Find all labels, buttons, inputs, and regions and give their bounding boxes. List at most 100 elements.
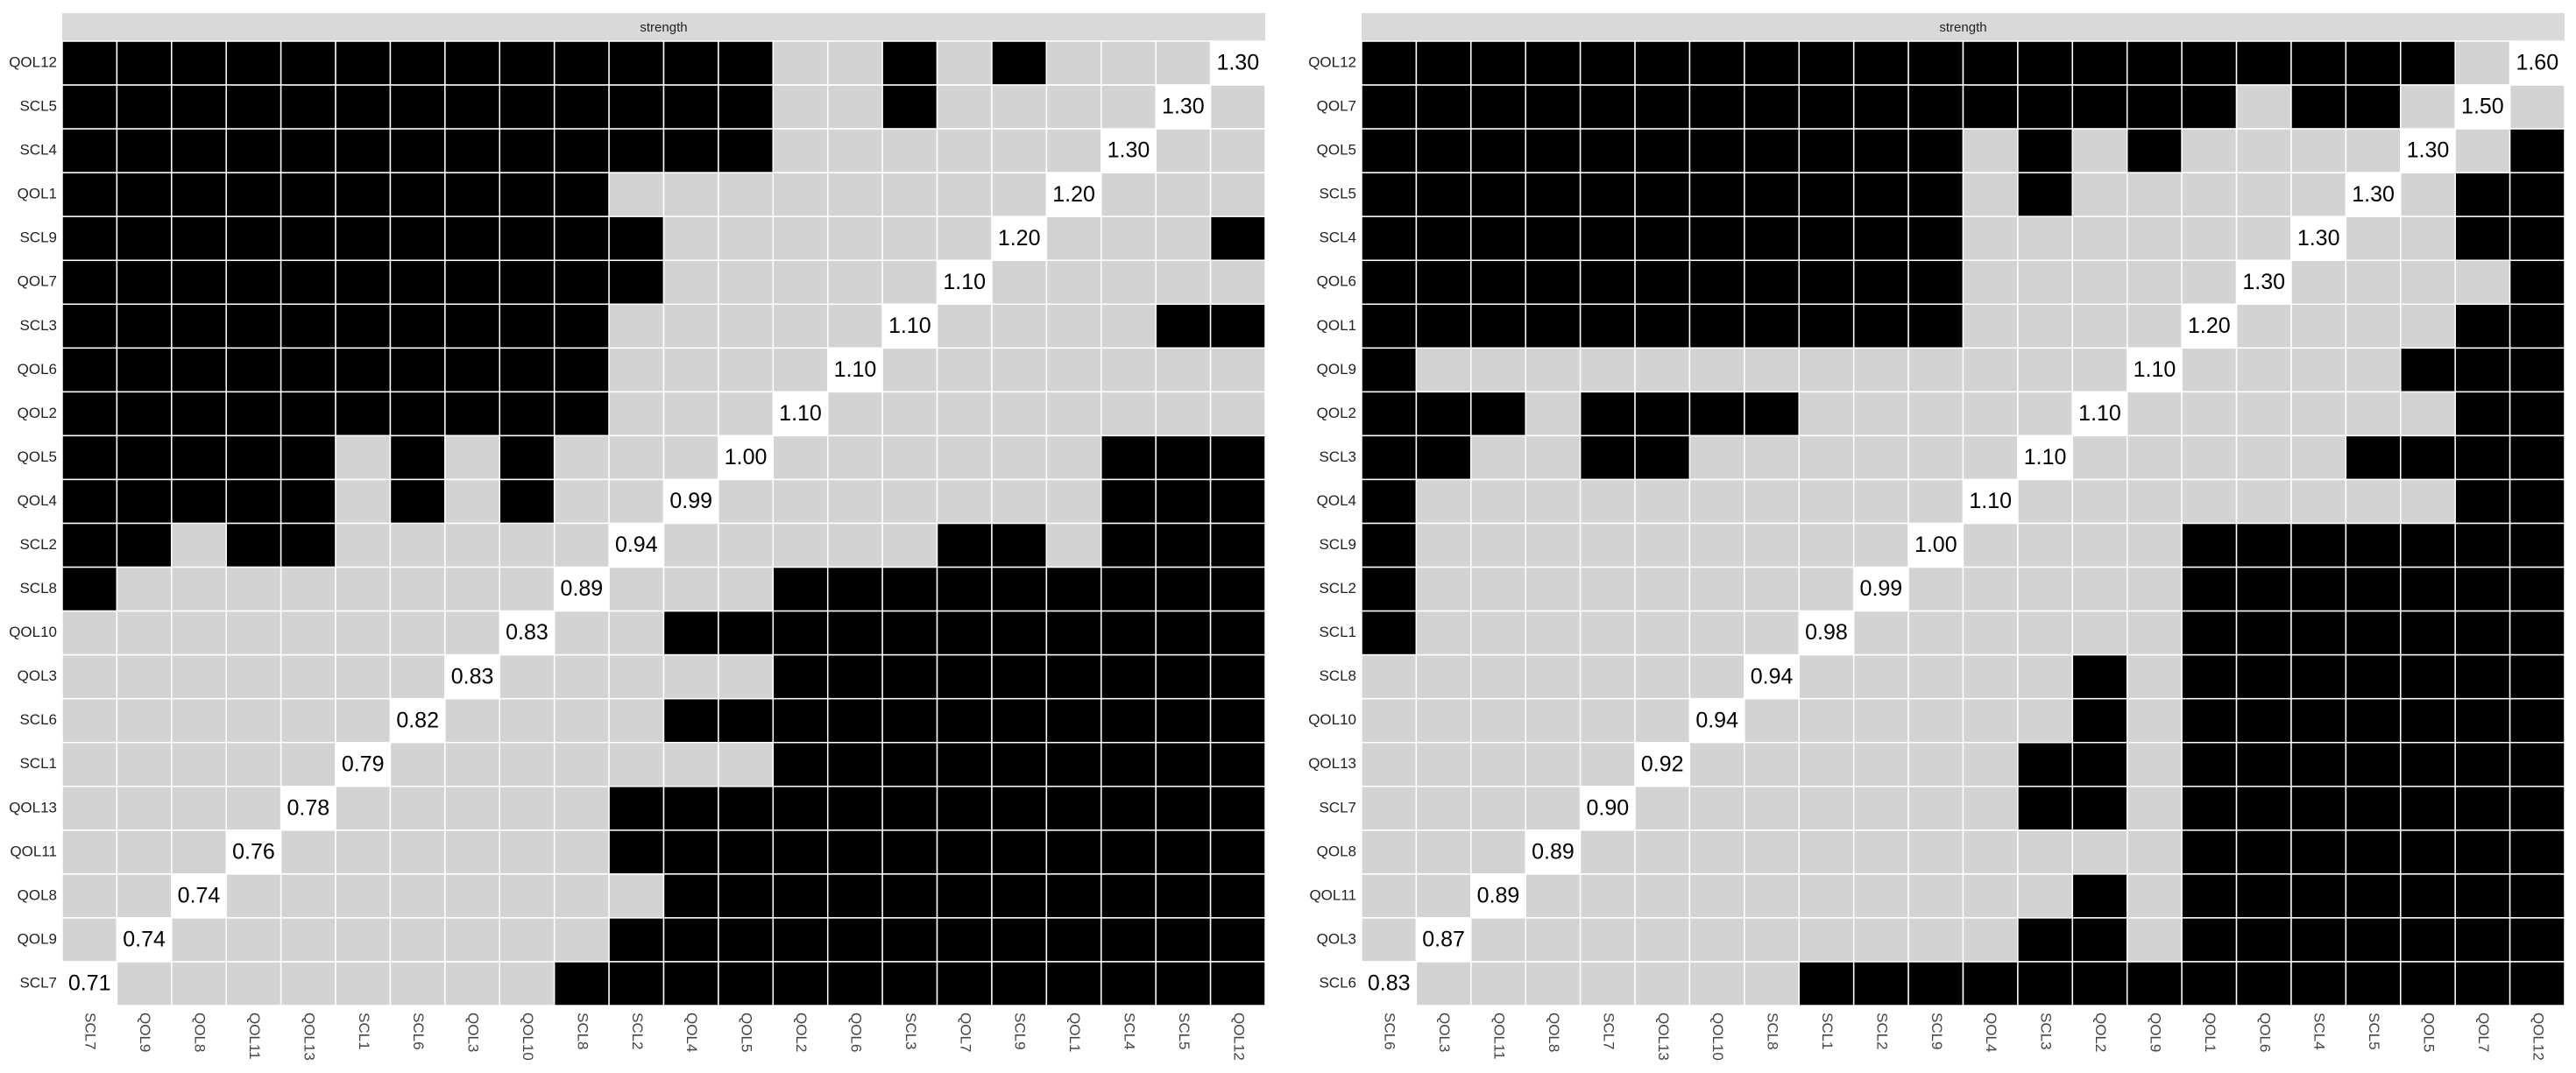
cell [1525, 697, 1582, 744]
cell [1100, 741, 1157, 787]
cell [225, 961, 282, 1006]
cell [171, 172, 227, 217]
cell [1744, 128, 1801, 173]
cell [2017, 84, 2074, 130]
cell [116, 522, 173, 568]
cell [936, 84, 993, 130]
cell [389, 653, 446, 700]
cell [718, 215, 775, 261]
diagonal-label: 1.10 [834, 357, 877, 382]
cell [1852, 697, 1909, 744]
cell [2290, 610, 2347, 656]
cell [280, 215, 336, 261]
cell [2126, 128, 2183, 173]
y-tick-label: SCL9 [1319, 536, 1356, 553]
diagonal-cell [1100, 128, 1157, 173]
diagonal-cell [1579, 786, 1636, 831]
cell [1525, 303, 1582, 349]
cell [171, 961, 227, 1006]
cell [2509, 873, 2565, 919]
cell [553, 40, 610, 86]
cell [2290, 829, 2347, 875]
cell [2454, 741, 2511, 787]
cell [1361, 40, 1418, 86]
cell [1744, 917, 1801, 963]
diagonal-label: 0.76 [232, 839, 275, 864]
cell [2017, 961, 2074, 1006]
diagonal-label: 0.71 [68, 971, 111, 996]
cell [881, 653, 938, 700]
cell [280, 522, 336, 568]
cell [1634, 961, 1691, 1006]
cell [389, 434, 446, 481]
cell [1798, 786, 1855, 831]
cell [1100, 391, 1157, 437]
cell [1100, 786, 1157, 831]
cell [280, 741, 336, 787]
cell [2509, 128, 2565, 173]
x-tick-label: QOL10 [520, 1013, 536, 1061]
cell [1361, 259, 1418, 306]
cell [2126, 215, 2183, 261]
cell [1209, 84, 1266, 130]
cell [499, 522, 556, 568]
cell [772, 610, 829, 656]
diagonal-label: 1.50 [2461, 95, 2504, 119]
y-tick-label: QOL8 [18, 886, 57, 903]
x-tick-label: QOL5 [739, 1013, 755, 1052]
cell [2181, 786, 2238, 831]
y-tick-label: SCL5 [1319, 186, 1356, 202]
cell [608, 786, 665, 831]
cell [2400, 917, 2456, 963]
cell [2017, 303, 2074, 349]
cell [1361, 434, 1418, 481]
cell [1688, 478, 1745, 525]
cell [1744, 829, 1801, 875]
cell [881, 917, 938, 963]
cell [389, 610, 446, 656]
cell [61, 40, 118, 86]
x-tick-label: QOL13 [1655, 1013, 1672, 1061]
cell [335, 917, 392, 963]
cell [444, 434, 501, 481]
y-tick-label: QOL1 [1317, 317, 1356, 334]
cell [335, 40, 392, 86]
cell [772, 741, 829, 787]
x-tick-label: SCL5 [2366, 1013, 2382, 1050]
cell [881, 741, 938, 787]
diagonal-label: 0.92 [1641, 752, 1684, 776]
cell [1579, 653, 1636, 700]
cell [881, 391, 938, 437]
cell [116, 697, 173, 744]
cell [171, 522, 227, 568]
cell [2454, 172, 2511, 217]
cell [1155, 873, 1212, 919]
cell [1852, 303, 1909, 349]
cell [826, 610, 883, 656]
cell [2017, 566, 2074, 612]
cell [2071, 961, 2128, 1006]
panel-title: strength [1939, 20, 1986, 35]
cell [826, 522, 883, 568]
cell [1525, 128, 1582, 173]
cell [2235, 829, 2292, 875]
cell [1045, 610, 1102, 656]
cell [1962, 303, 2019, 349]
cell [608, 215, 665, 261]
cell [1744, 610, 1801, 656]
cell [2126, 917, 2183, 963]
cell [389, 172, 446, 217]
cell [2509, 303, 2565, 349]
x-tick-label: QOL2 [2092, 1013, 2109, 1052]
cell [1798, 829, 1855, 875]
cell [1907, 478, 1964, 525]
y-tick-label: QOL4 [1317, 492, 1356, 509]
x-tick-label: QOL6 [2256, 1013, 2273, 1052]
cell [499, 566, 556, 612]
cell [553, 697, 610, 744]
cell [826, 829, 883, 875]
cell [1579, 741, 1636, 787]
cell [2509, 829, 2565, 875]
diagonal-label: 1.00 [725, 445, 768, 469]
cell [2017, 215, 2074, 261]
